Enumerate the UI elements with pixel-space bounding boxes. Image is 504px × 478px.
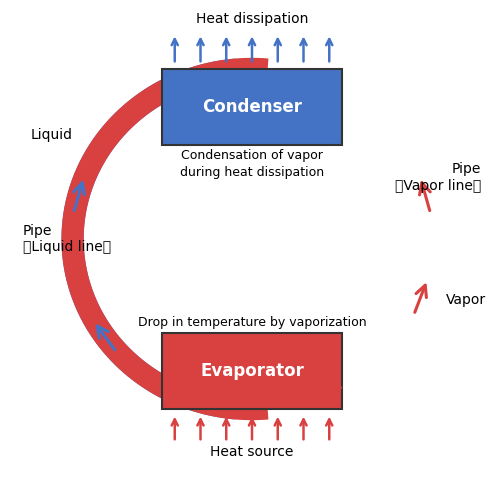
Text: Evaporator: Evaporator bbox=[200, 362, 304, 380]
Text: Pipe
（Liquid line）: Pipe （Liquid line） bbox=[23, 224, 111, 254]
Text: Heat source: Heat source bbox=[210, 445, 294, 458]
Text: Condensation of vapor
during heat dissipation: Condensation of vapor during heat dissip… bbox=[180, 149, 324, 179]
Text: Drop in temperature by vaporization: Drop in temperature by vaporization bbox=[138, 316, 366, 329]
Text: Condenser: Condenser bbox=[202, 98, 302, 116]
Text: Vapor: Vapor bbox=[446, 293, 486, 307]
Bar bbox=[162, 334, 342, 409]
Text: Heat dissipation: Heat dissipation bbox=[196, 12, 308, 26]
Bar bbox=[162, 69, 342, 144]
Text: Liquid: Liquid bbox=[30, 128, 72, 142]
Text: Pipe
（Vapor line）: Pipe （Vapor line） bbox=[395, 163, 481, 193]
